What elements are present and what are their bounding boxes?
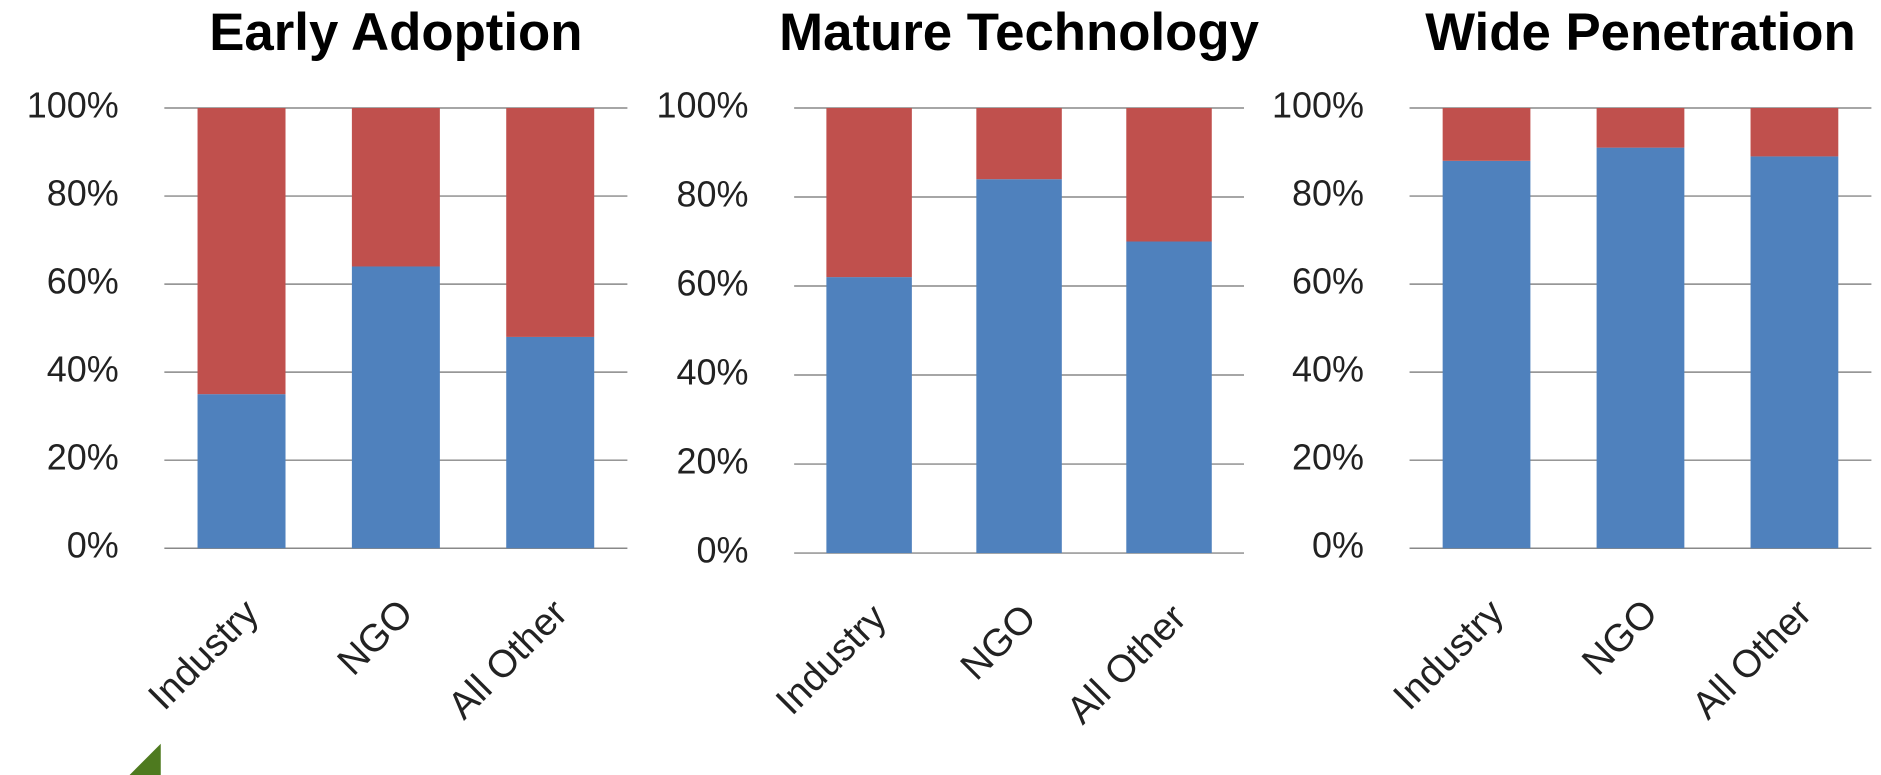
x-tick-label: All Other bbox=[1059, 596, 1195, 732]
x-tick-label: All Other bbox=[1684, 591, 1820, 727]
y-tick-label: 40% bbox=[677, 352, 749, 393]
bar-segment bbox=[351, 266, 440, 549]
bar-segment bbox=[1750, 156, 1839, 549]
y-tick-label: 60% bbox=[47, 261, 119, 302]
bar-segment bbox=[1750, 107, 1839, 157]
bar-segment bbox=[1126, 107, 1212, 242]
y-tick-label: 40% bbox=[47, 349, 119, 390]
bar-segment bbox=[1596, 107, 1685, 148]
y-tick-label: 0% bbox=[1312, 525, 1364, 566]
y-tick-label: 20% bbox=[677, 441, 749, 482]
x-tick-label: NGO bbox=[952, 596, 1044, 688]
bar-segment bbox=[1442, 107, 1531, 161]
x-tick-label: All Other bbox=[440, 591, 576, 727]
bar-segment bbox=[826, 277, 912, 554]
x-tick-label: Industry bbox=[768, 596, 896, 724]
x-tick-label: Industry bbox=[1385, 591, 1513, 719]
chart-title: Mature Technology bbox=[779, 3, 1259, 62]
y-tick-label: 80% bbox=[1292, 173, 1364, 214]
y-tick-label: 100% bbox=[657, 84, 749, 125]
bar-segment bbox=[976, 179, 1062, 554]
bar-segment bbox=[976, 107, 1062, 180]
bar-segment bbox=[351, 107, 440, 267]
y-tick-label: 100% bbox=[1272, 84, 1364, 125]
x-tick-label: NGO bbox=[329, 591, 421, 683]
y-tick-label: 80% bbox=[47, 173, 119, 214]
y-tick-label: 60% bbox=[1292, 261, 1364, 302]
bar-segment bbox=[1126, 241, 1212, 554]
y-tick-label: 20% bbox=[47, 437, 119, 478]
y-tick-label: 100% bbox=[27, 84, 119, 125]
decoration bbox=[129, 743, 161, 775]
chart-title: Wide Penetration bbox=[1425, 3, 1856, 62]
chart-title: Early Adoption bbox=[209, 3, 582, 62]
bar-segment bbox=[197, 107, 286, 395]
y-tick-label: 80% bbox=[677, 174, 749, 215]
y-tick-label: 60% bbox=[677, 263, 749, 304]
y-tick-label: 0% bbox=[67, 525, 119, 566]
bar-segment bbox=[1596, 147, 1685, 549]
bar-segment bbox=[506, 336, 595, 549]
y-tick-label: 40% bbox=[1292, 349, 1364, 390]
x-tick-label: NGO bbox=[1574, 591, 1666, 683]
y-tick-label: 0% bbox=[697, 530, 749, 571]
bar-segment bbox=[197, 394, 286, 549]
y-tick-label: 20% bbox=[1292, 437, 1364, 478]
x-tick-label: Industry bbox=[140, 591, 268, 719]
bar-segment bbox=[1442, 160, 1531, 549]
bar-segment bbox=[506, 107, 595, 337]
bar-segment bbox=[826, 107, 912, 278]
